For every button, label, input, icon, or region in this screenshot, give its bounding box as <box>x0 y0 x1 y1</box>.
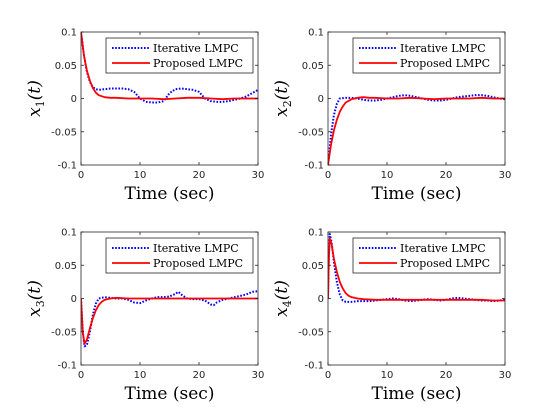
y-tick-label: 0 <box>71 294 77 305</box>
y-tick-label: 0 <box>318 94 324 105</box>
x-tick-label: 20 <box>440 370 453 381</box>
y-tick-label: -0.1 <box>57 361 77 372</box>
x-tick-label: 0 <box>78 370 84 381</box>
x-tick-label: 20 <box>193 370 206 381</box>
y-axis-label: x4(t) <box>272 280 294 317</box>
x-axis-label: Time (sec) <box>125 384 215 404</box>
y-tick-label: 0.05 <box>302 261 324 272</box>
legend: Iterative LMPC Proposed LMPC <box>352 237 501 274</box>
series-line-proposed-lmpc <box>328 96 505 165</box>
x-tick-label: 10 <box>134 370 147 381</box>
x-tick-label: 10 <box>381 370 394 381</box>
legend-entry-label: Proposed LMPC <box>153 257 243 270</box>
legend: Iterative LMPC Proposed LMPC <box>352 37 501 74</box>
legend-entry-label: Proposed LMPC <box>153 57 243 70</box>
legend-entry-label: Iterative LMPC <box>400 42 486 55</box>
legend-entry-label: Proposed LMPC <box>400 57 490 70</box>
y-tick-label: -0.1 <box>304 161 324 172</box>
y-tick-label: 0.05 <box>55 61 77 72</box>
x-tick-label: 20 <box>193 170 206 181</box>
series-line-proposed-lmpc <box>81 32 258 101</box>
y-tick-label: -0.1 <box>57 161 77 172</box>
y-tick-label: 0 <box>71 94 77 105</box>
legend-entry-label: Iterative LMPC <box>400 242 486 255</box>
x-axis-label: Time (sec) <box>372 184 462 204</box>
x-tick-label: 10 <box>381 170 394 181</box>
y-tick-label: -0.05 <box>51 327 77 338</box>
x-axis-label: Time (sec) <box>125 184 215 204</box>
y-axis-label: x3(t) <box>25 280 47 317</box>
y-tick-label: 0 <box>318 294 324 305</box>
legend-entry-label: Iterative LMPC <box>153 42 239 55</box>
x-tick-label: 10 <box>134 170 147 181</box>
y-tick-label: 0.1 <box>308 28 324 39</box>
y-tick-label: 0.05 <box>55 261 77 272</box>
x-tick-label: 0 <box>325 370 331 381</box>
x-tick-label: 20 <box>440 170 453 181</box>
x-tick-label: 30 <box>252 170 265 181</box>
legend: Iterative LMPC Proposed LMPC <box>105 237 254 274</box>
x-tick-label: 0 <box>78 170 84 181</box>
x-tick-label: 0 <box>325 170 331 181</box>
legend-box <box>352 37 501 74</box>
series-line-proposed-lmpc <box>328 237 505 302</box>
x-tick-label: 30 <box>252 370 265 381</box>
y-tick-label: -0.05 <box>51 127 77 138</box>
x-axis-label: Time (sec) <box>372 384 462 404</box>
y-tick-label: 0.1 <box>61 28 77 39</box>
legend-entry-label: Iterative LMPC <box>153 242 239 255</box>
y-tick-label: -0.1 <box>304 361 324 372</box>
series-line-iterative-lmpc <box>81 290 258 348</box>
y-tick-label: -0.05 <box>298 327 324 338</box>
x-tick-label: 30 <box>499 370 512 381</box>
legend: Iterative LMPC Proposed LMPC <box>105 37 254 74</box>
y-tick-label: 0.05 <box>302 61 324 72</box>
y-tick-label: 0.1 <box>61 228 77 239</box>
x-tick-label: 30 <box>499 170 512 181</box>
legend-box <box>105 37 254 74</box>
legend-entry-label: Proposed LMPC <box>400 257 490 270</box>
series-line-proposed-lmpc <box>81 296 258 345</box>
y-tick-label: 0.1 <box>308 228 324 239</box>
series-line-iterative-lmpc <box>81 32 258 104</box>
y-axis-label: x1(t) <box>25 80 47 117</box>
y-tick-label: -0.05 <box>298 127 324 138</box>
legend-box <box>352 237 501 274</box>
legend-box <box>105 237 254 274</box>
y-axis-label: x2(t) <box>272 80 294 117</box>
